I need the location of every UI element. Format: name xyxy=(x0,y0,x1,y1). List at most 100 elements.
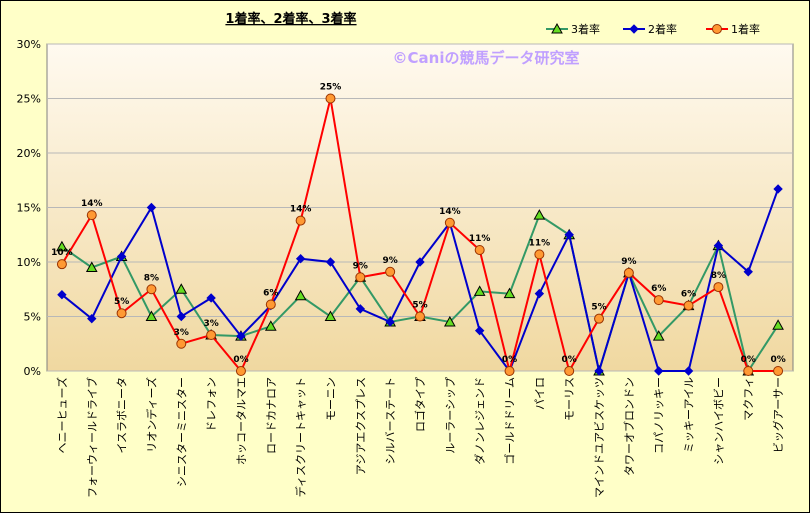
chart-title: 1着率、2着率、3着率 xyxy=(225,11,356,27)
legend-marker xyxy=(629,24,639,34)
data-point xyxy=(264,320,277,331)
x-tick-label: ヘニーヒューズ xyxy=(55,377,69,453)
legend-marker xyxy=(712,24,722,34)
x-tick-label: フォーウィールドライブ xyxy=(85,377,99,498)
x-tick-label: ミッキーアイル xyxy=(683,377,696,453)
x-tick-label: ゴールドドリーム xyxy=(503,377,517,465)
data-point xyxy=(473,285,486,296)
x-tick-label: シニスターミニスター xyxy=(175,377,188,487)
data-point xyxy=(146,284,157,295)
data-point xyxy=(385,266,396,277)
y-tick-label: 10% xyxy=(17,256,41,269)
data-label: 3% xyxy=(174,328,189,338)
data-point xyxy=(443,315,456,327)
x-tick-label: ルーラーシップ xyxy=(444,377,457,454)
data-label: 6% xyxy=(681,290,696,300)
data-point xyxy=(57,289,67,300)
x-tick-label: ダノンレジェンド xyxy=(473,377,487,465)
data-label: 0% xyxy=(770,355,785,365)
x-tick-label: モーリス xyxy=(563,377,576,421)
data-label: 6% xyxy=(263,289,278,299)
data-point xyxy=(415,311,425,322)
x-tick-label: ロゴタイプ xyxy=(413,377,427,432)
legend-label: 3着率 xyxy=(571,22,600,36)
data-point xyxy=(86,210,97,221)
legend-label: 1着率 xyxy=(731,22,760,36)
data-point xyxy=(295,254,306,264)
data-point xyxy=(145,310,158,321)
data-point xyxy=(176,338,187,349)
x-tick-label: アジアエクスプレス xyxy=(354,377,367,475)
data-label: 11% xyxy=(469,234,491,244)
data-point xyxy=(116,308,127,319)
data-point xyxy=(206,330,217,341)
data-point xyxy=(325,257,336,267)
data-point xyxy=(623,267,634,278)
data-point xyxy=(773,366,784,376)
data-point xyxy=(206,293,216,303)
x-tick-label: シャンハイボビー xyxy=(712,377,725,465)
x-tick-label: タワーオブロンドン xyxy=(622,377,636,476)
data-labels: 10% 14% 5% 8% 3% 3% 0% 6% 14% 25% 9% 9% 5% 14% 11% 0% 11… xyxy=(51,83,786,366)
data-point xyxy=(56,259,67,270)
x-tick-label: モーニン xyxy=(324,377,337,421)
data-point xyxy=(534,288,545,299)
data-point xyxy=(594,313,605,324)
data-point xyxy=(652,330,665,341)
x-tick-label: ロードカナロア xyxy=(265,377,278,454)
y-tick-label: 5% xyxy=(24,311,41,324)
data-point xyxy=(713,282,724,293)
x-tick-label: パイロ xyxy=(533,377,546,410)
x-tick-label: マクフィ xyxy=(742,377,755,421)
data-point xyxy=(534,249,545,260)
x-tick-label: マインドユアビスケッツ xyxy=(593,377,606,498)
data-label: 25% xyxy=(320,83,342,93)
data-point xyxy=(85,261,98,272)
series-2 xyxy=(56,93,784,376)
data-label: 9% xyxy=(621,257,636,267)
data-point xyxy=(533,209,546,220)
data-point xyxy=(325,93,336,104)
y-tick-label: 25% xyxy=(17,93,41,106)
x-tick-label: コパノリッキー xyxy=(653,377,666,454)
data-point xyxy=(355,304,366,314)
data-point xyxy=(265,299,276,310)
data-label: 14% xyxy=(81,199,103,209)
data-point xyxy=(503,287,516,299)
data-point xyxy=(713,240,724,251)
data-point xyxy=(324,310,337,321)
y-tick-label: 30% xyxy=(17,38,41,51)
data-label: 14% xyxy=(439,207,461,217)
data-point xyxy=(683,300,694,311)
x-axis: ヘニーヒューズ フォーウィールドライブ イスラボニータ リオンディーズ シニスターミニス… xyxy=(55,377,785,498)
data-label: 5% xyxy=(591,303,606,313)
data-point xyxy=(56,240,68,252)
y-tick-label: 20% xyxy=(17,147,41,160)
data-point xyxy=(236,331,246,341)
data-point xyxy=(355,272,366,283)
series-group xyxy=(56,93,784,376)
data-point xyxy=(295,215,306,226)
legend: 3着率 2着率 1着率 xyxy=(546,22,760,36)
data-label: 8% xyxy=(711,271,726,281)
watermark-text: ©Caniの競馬データ研究室 xyxy=(393,49,580,67)
data-point xyxy=(564,366,575,376)
data-label: 9% xyxy=(353,261,368,271)
data-point xyxy=(743,366,754,376)
data-label: 8% xyxy=(144,273,159,283)
data-point xyxy=(474,325,485,336)
data-point xyxy=(116,251,127,262)
data-label: 9% xyxy=(383,256,398,266)
x-tick-label: ディスクリートキャット xyxy=(294,377,308,497)
data-point xyxy=(385,317,395,327)
data-label: 0% xyxy=(233,355,248,365)
legend-marker xyxy=(551,22,563,34)
data-label: 5% xyxy=(114,297,129,307)
data-label: 10% xyxy=(51,248,73,258)
x-tick-label: シルバーステート xyxy=(384,377,397,464)
data-point xyxy=(772,319,784,330)
data-point xyxy=(444,217,455,228)
y-tick-label: 0% xyxy=(24,365,41,378)
